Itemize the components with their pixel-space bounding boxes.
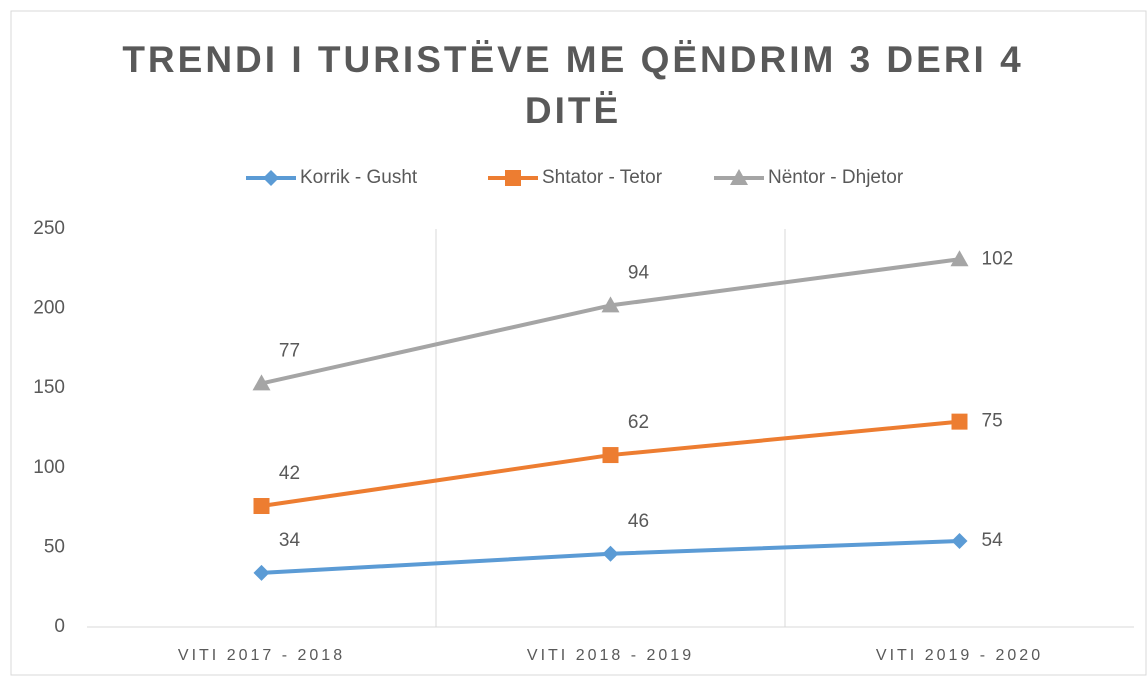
y-tick-label: 150: [33, 377, 65, 398]
data-label: 46: [628, 511, 649, 532]
y-tick-label: 250: [33, 218, 65, 239]
data-label: 62: [628, 412, 649, 433]
data-label: 77: [279, 340, 300, 361]
marker: [730, 169, 748, 185]
marker: [601, 296, 620, 313]
data-label: 34: [279, 530, 301, 551]
marker: [951, 413, 968, 430]
marker: [505, 170, 521, 186]
chart-border: [10, 10, 1147, 676]
data-label: 42: [279, 463, 300, 484]
x-tick-label: VITI 2018 - 2019: [527, 647, 694, 664]
marker: [602, 545, 619, 562]
x-tick-label: VITI 2019 - 2020: [876, 647, 1043, 664]
data-label: 102: [982, 248, 1014, 269]
marker: [253, 498, 270, 515]
marker: [951, 533, 968, 550]
data-label: 75: [982, 411, 1003, 432]
legend-label: Nëntor - Dhjetor: [768, 167, 904, 188]
marker: [263, 170, 279, 186]
y-tick-label: 200: [33, 298, 65, 319]
marker: [253, 564, 270, 581]
legend-label: Shtator - Tetor: [542, 167, 663, 188]
chart-title: TRENDI I TURISTËVE ME QËNDRIM 3 DERI 4 DI…: [122, 39, 1023, 131]
marker: [602, 447, 619, 464]
y-tick-label: 100: [33, 457, 65, 478]
legend-label: Korrik - Gusht: [300, 167, 418, 188]
x-tick-label: VITI 2017 - 2018: [178, 647, 345, 664]
y-tick-label: 0: [54, 616, 65, 637]
marker: [950, 250, 969, 267]
data-label: 94: [628, 262, 650, 283]
y-tick-label: 50: [44, 536, 65, 557]
data-label: 54: [982, 530, 1004, 551]
marker: [252, 374, 271, 391]
